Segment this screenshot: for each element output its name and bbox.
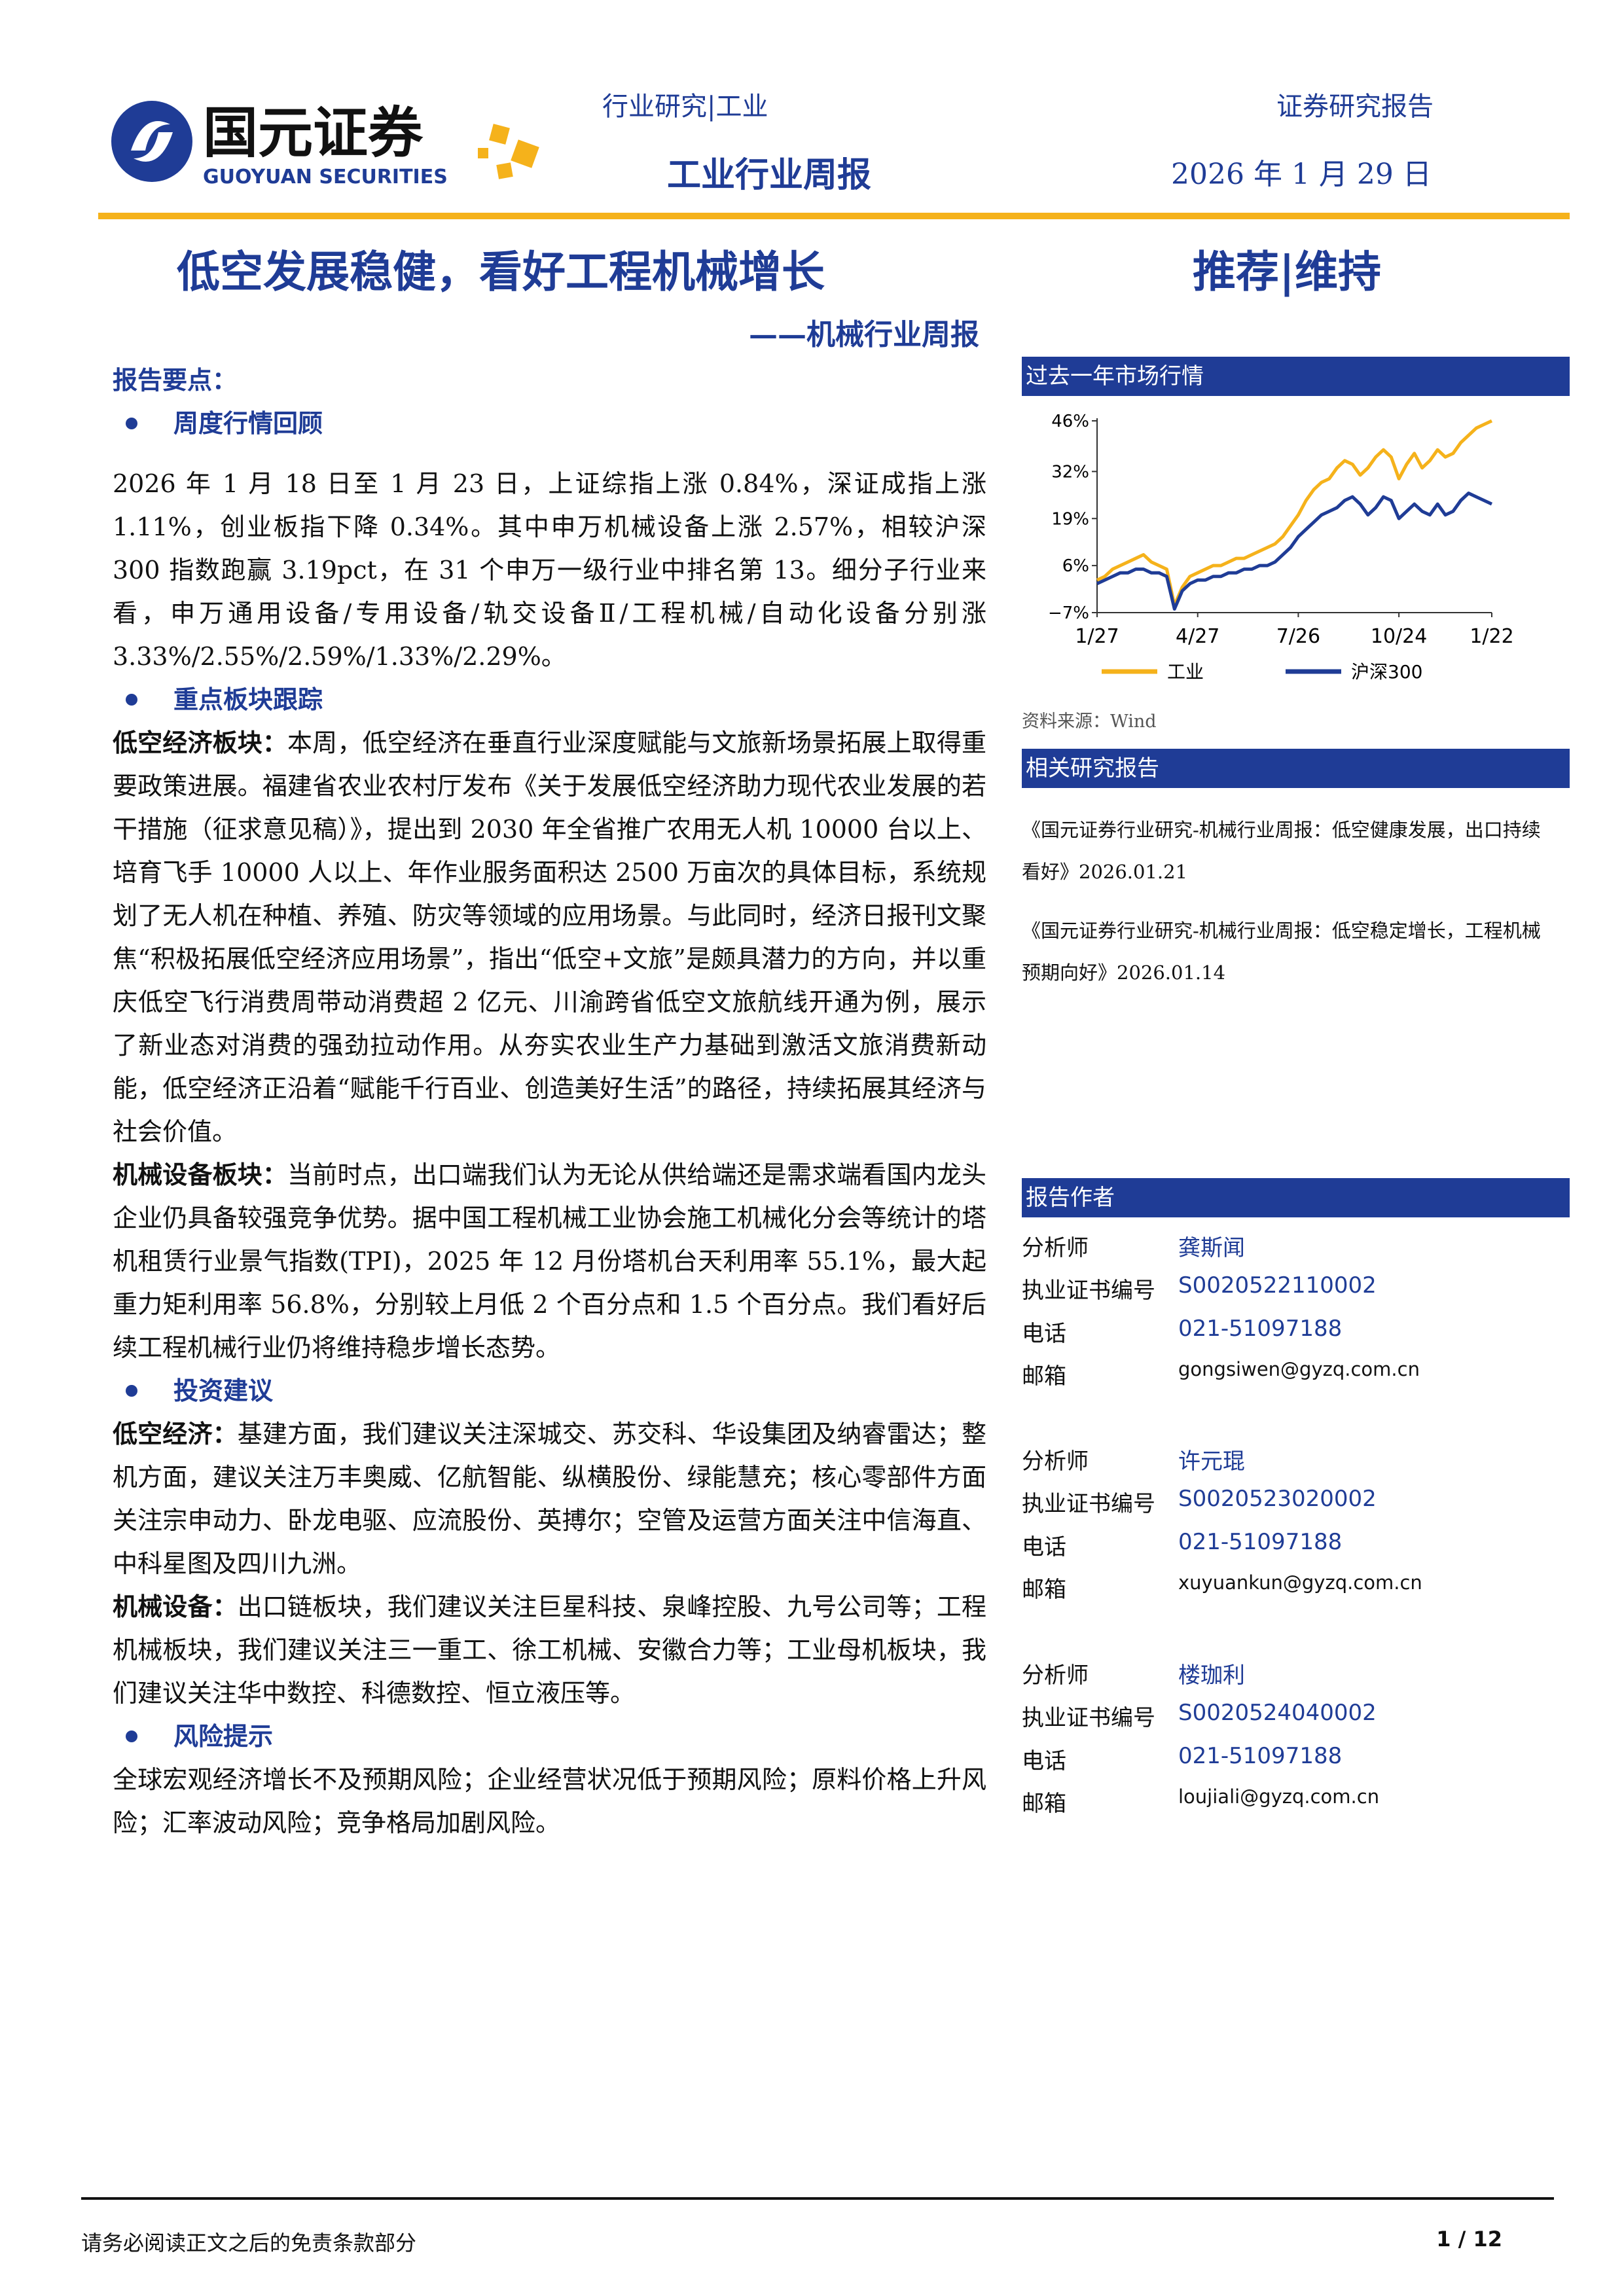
paragraph-text: 出口链板块，我们建议关注巨星科技、泉峰控股、九号公司等；工程机械板块，我们建议关…: [113, 1592, 986, 1708]
author-phone: 021-51097188: [1178, 1743, 1343, 1769]
paragraph: 机械设备板块：当前时点，出口端我们认为无论从供给端还是需求端看国内龙头企业仍具备…: [113, 1153, 986, 1369]
rating: 推荐|维持: [1193, 246, 1382, 297]
author-email: loujiali@gyzq.com.cn: [1178, 1785, 1380, 1808]
author-label: 分析师: [1022, 1448, 1089, 1475]
paragraph-text: 全球宏观经济增长不及预期风险；企业经营状况低于预期风险；原料价格上升风险；汇率波…: [113, 1765, 986, 1837]
related-title: 相关研究报告: [1022, 749, 1570, 788]
x-tick-label: 7/26: [1276, 625, 1320, 648]
page-number: 1 / 12: [1436, 2227, 1502, 2251]
disclaimer: 请务必阅读正文之后的免责条款部分: [81, 2231, 417, 2255]
market-title: 过去一年市场行情: [1022, 357, 1570, 396]
report-name: 工业行业周报: [667, 155, 872, 195]
author-label: 执业证书编号: [1022, 1278, 1155, 1304]
series-line: [1096, 492, 1493, 611]
author-name: 许元琨: [1178, 1448, 1245, 1475]
author-phone: 021-51097188: [1178, 1316, 1343, 1342]
author-label: 邮箱: [1022, 1577, 1066, 1603]
section-heading: 风险提示: [113, 1715, 986, 1758]
summary: 报告要点： 周度行情回顾 2026 年 1 月 18 日至 1 月 23 日，上证…: [113, 359, 986, 1844]
author-label: 邮箱: [1022, 1791, 1066, 1817]
author-name: 楼珈利: [1178, 1662, 1245, 1689]
author-label: 执业证书编号: [1022, 1705, 1155, 1731]
paragraph: 低空经济板块：本周，低空经济在垂直行业深度赋能与文旅新场景拓展上取得重要政策进展…: [113, 721, 986, 1153]
author-phone: 021-51097188: [1178, 1529, 1343, 1555]
paragraph-text: 当前时点，出口端我们认为无论从供给端还是需求端看国内龙头企业仍具备较强竞争优势。…: [113, 1160, 986, 1362]
paragraph-lead: 低空经济：: [113, 1419, 238, 1448]
author-label: 分析师: [1022, 1235, 1089, 1261]
paragraph: 低空经济：基建方面，我们建议关注深城交、苏交科、华设集团及纳睿雷达；整机方面，建…: [113, 1412, 986, 1585]
title: 低空发展稳健，看好工程机械增长: [177, 246, 825, 297]
author-label: 电话: [1022, 1534, 1066, 1560]
author-label: 执业证书编号: [1022, 1491, 1155, 1517]
paragraph-lead: 低空经济板块：: [113, 728, 288, 757]
paragraph-text: 2026 年 1 月 18 日至 1 月 23 日，上证综指上涨 0.84%，深…: [113, 469, 986, 671]
y-tick-label: 32%: [1051, 462, 1089, 482]
category: 行业研究|工业: [602, 92, 768, 122]
doc-type: 证券研究报告: [1276, 92, 1434, 122]
paragraph: 2026 年 1 月 18 日至 1 月 23 日，上证综指上涨 0.84%，深…: [113, 462, 986, 678]
author-label: 电话: [1022, 1748, 1066, 1774]
paragraph-text: 基建方面，我们建议关注深城交、苏交科、华设集团及纳睿雷达；整机方面，建议关注万丰…: [113, 1420, 986, 1578]
series-line: [1096, 419, 1493, 607]
paragraph-lead: 机械设备：: [113, 1592, 238, 1621]
author-label: 分析师: [1022, 1662, 1089, 1689]
section-heading: 重点板块跟踪: [113, 678, 986, 721]
author-label: 邮箱: [1022, 1363, 1066, 1390]
paragraph-text: 本周，低空经济在垂直行业深度赋能与文旅新场景拓展上取得重要政策进展。福建省农业农…: [113, 728, 986, 1146]
x-tick-label: 10/24: [1371, 625, 1427, 648]
paragraph-lead: 机械设备板块：: [113, 1160, 288, 1189]
related-report: 《国元证券行业研究-机械行业周报：低空稳定增长，工程机械预期向好》2026.01…: [1022, 920, 1541, 984]
author-name: 龚斯闻: [1178, 1235, 1245, 1261]
x-tick-label: 1/27: [1075, 625, 1119, 648]
legend-label: 工业: [1167, 661, 1204, 683]
section-heading: 投资建议: [113, 1369, 986, 1412]
footer-rule: [81, 2197, 1554, 2200]
x-tick-label: 4/27: [1176, 625, 1219, 648]
legend-label: 沪深300: [1351, 661, 1422, 683]
author-cert: S0020522110002: [1178, 1272, 1377, 1299]
author-email: xuyuankun@gyzq.com.cn: [1178, 1571, 1422, 1594]
y-tick-label: 46%: [1051, 412, 1089, 431]
subtitle: ——机械行业周报: [749, 318, 979, 351]
y-tick-label: 6%: [1062, 556, 1089, 576]
related-report: 《国元证券行业研究-机械行业周报：低空健康发展，出口持续看好》2026.01.2…: [1022, 819, 1541, 883]
y-tick-label: 19%: [1051, 509, 1089, 529]
header-rule: [98, 213, 1570, 219]
source: 资料来源：Wind: [1022, 711, 1157, 732]
author-cert: S0020524040002: [1178, 1700, 1377, 1726]
x-tick-label: 1/22: [1470, 625, 1513, 648]
logo-cn: 国元证券: [203, 101, 424, 165]
author-email: gongsiwen@gyzq.com.cn: [1178, 1358, 1420, 1380]
paragraph: 全球宏观经济增长不及预期风险；企业经营状况低于预期风险；原料价格上升风险；汇率波…: [113, 1758, 986, 1844]
section-heading: 周度行情回顾: [113, 402, 986, 445]
author-cert: S0020523020002: [1178, 1486, 1377, 1512]
paragraph: 机械设备：出口链板块，我们建议关注巨星科技、泉峰控股、九号公司等；工程机械板块，…: [113, 1585, 986, 1715]
date: 2026 年 1 月 29 日: [1171, 158, 1432, 191]
chart: 46% 32% 19% 6% −7%1/27 4/27 7/26 10/24 1/22 工业 沪深3…: [1048, 412, 1514, 683]
summary-label: 报告要点：: [113, 365, 238, 395]
authors-title: 报告作者: [1022, 1178, 1570, 1217]
logo: 国元证券 GUOYUAN SECURITIES: [111, 101, 539, 188]
author-label: 电话: [1022, 1321, 1066, 1347]
logo-en: GUOYUAN SECURITIES: [203, 166, 448, 188]
y-tick-label: −7%: [1048, 603, 1089, 623]
